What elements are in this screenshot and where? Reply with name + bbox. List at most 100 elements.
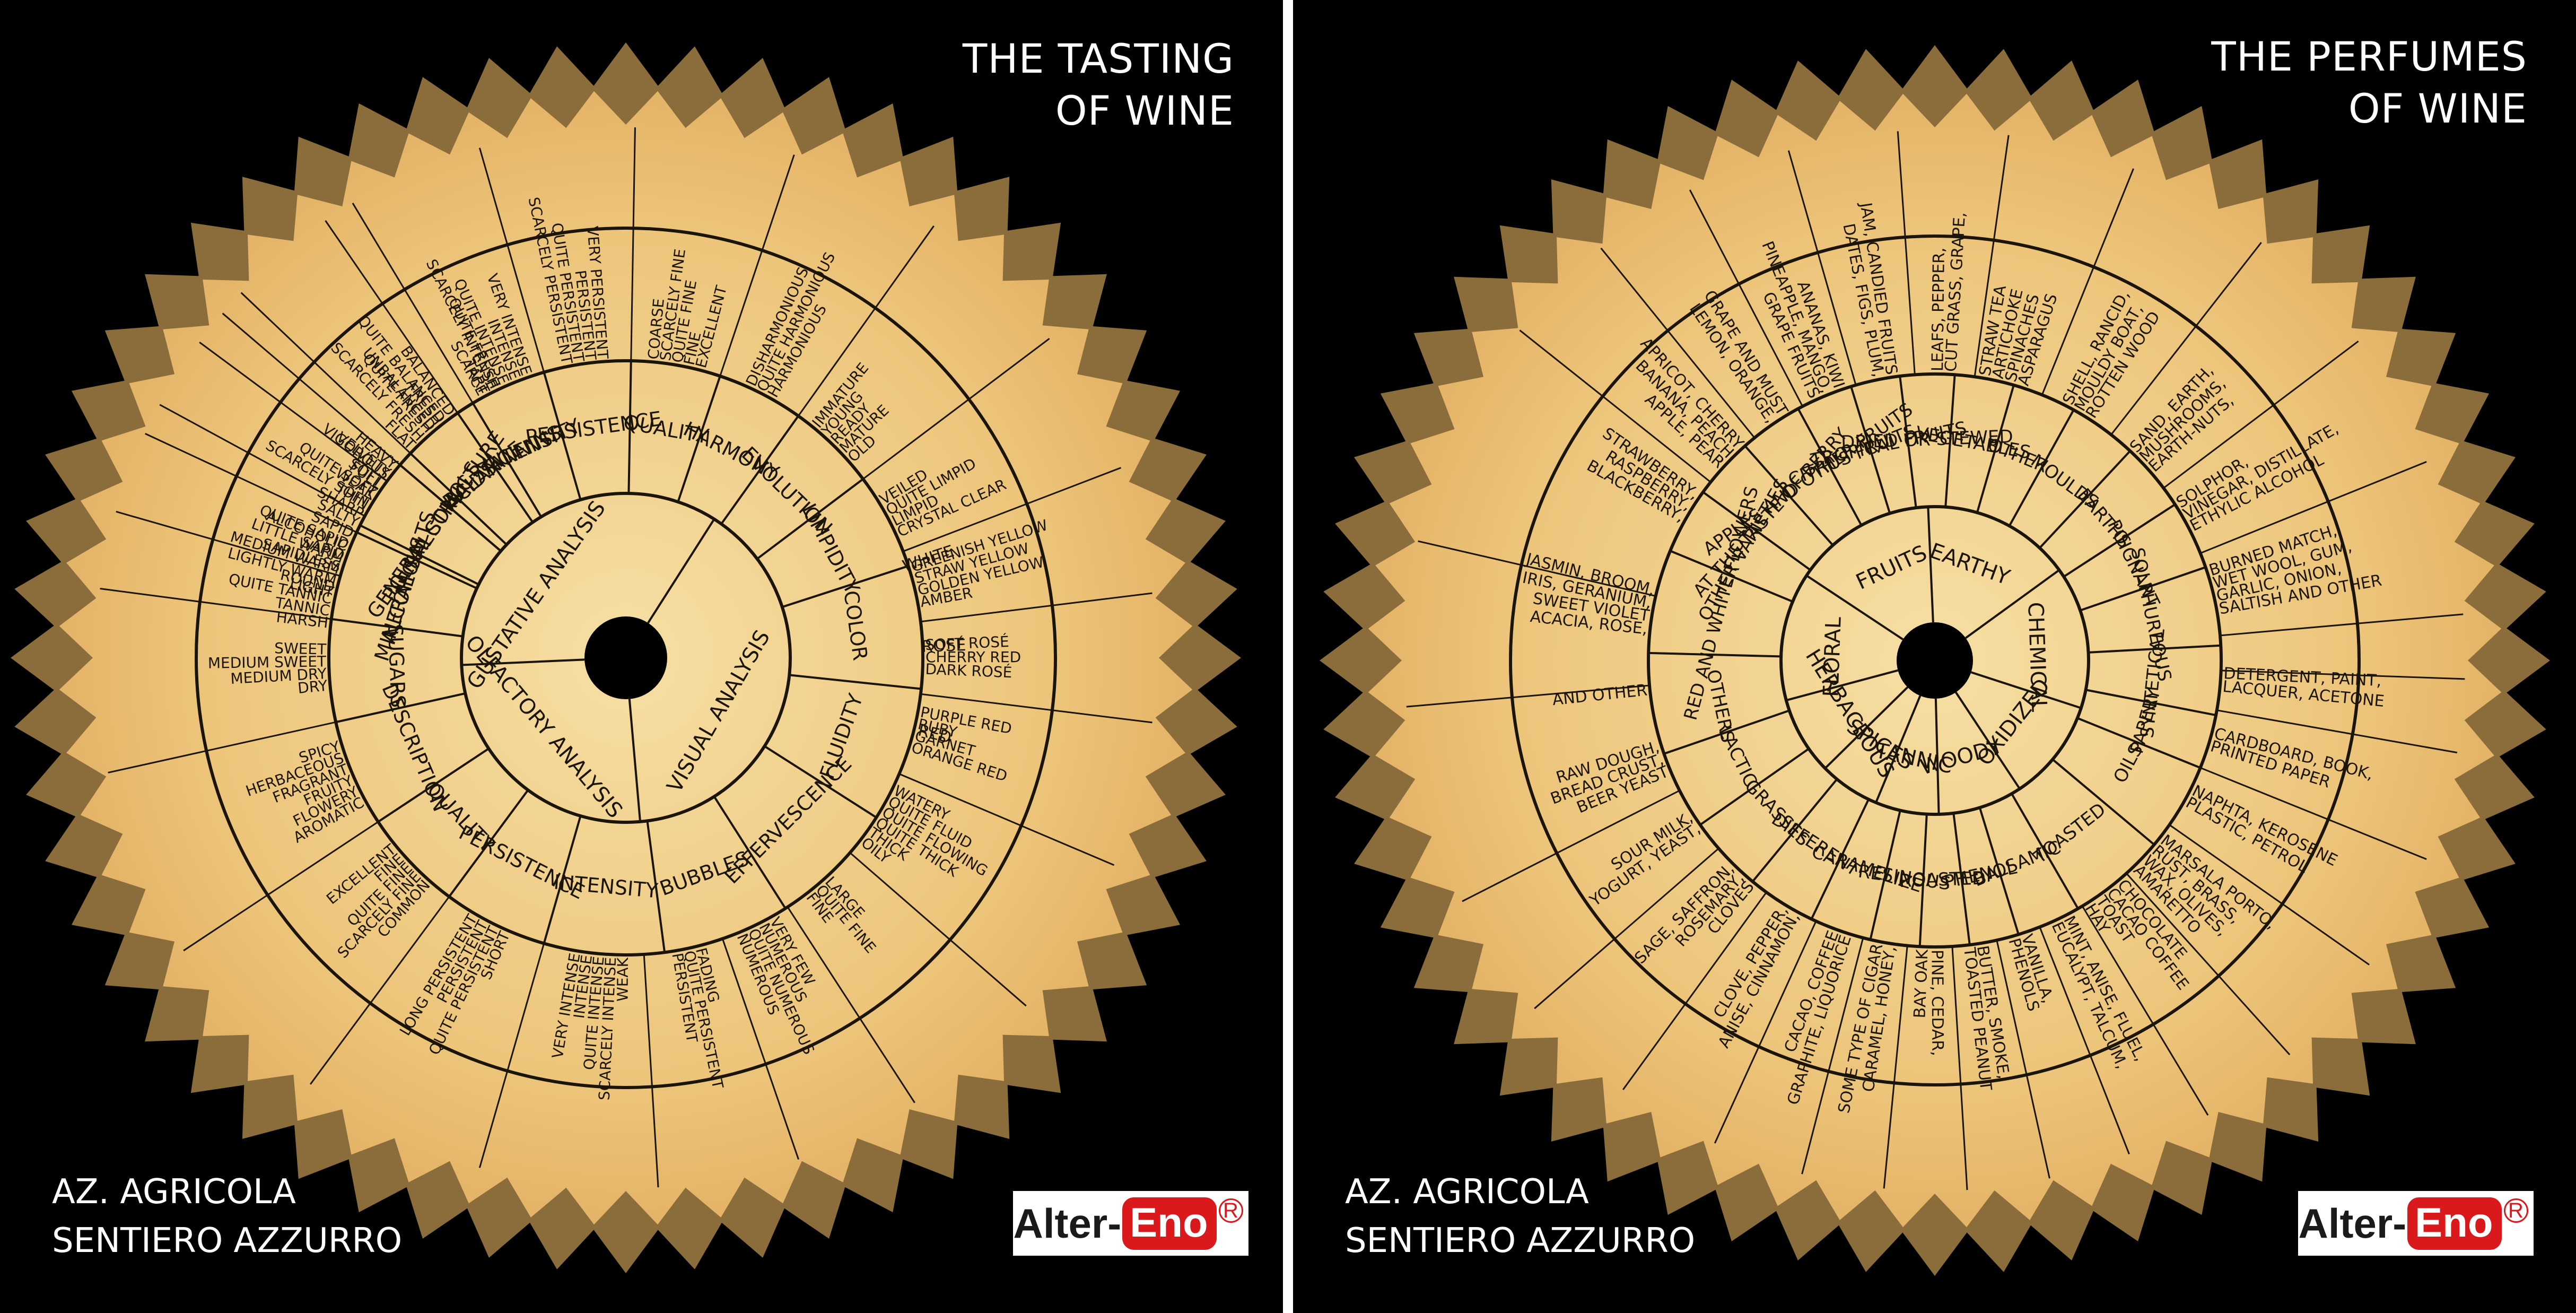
middle-divider: [764, 745, 877, 819]
center-divider: [1934, 698, 1940, 814]
outer-descriptor: SWEET: [274, 639, 327, 658]
outer-divider: [2216, 709, 2458, 754]
outer-divider: [2081, 906, 2209, 1116]
producer-name: AZ. AGRICOLA SENTIERO AZZURRO: [52, 1168, 402, 1265]
middle-divider: [377, 747, 490, 823]
outer-divider: [100, 587, 331, 620]
title-line-2: OF WINE: [2348, 85, 2527, 132]
outer-divider: [1462, 789, 1680, 902]
center-divider: [1786, 669, 1898, 701]
inner-ring: [460, 492, 792, 824]
outer-divider: [1519, 329, 1711, 483]
outer-divider: [920, 693, 1152, 724]
alter-eno-logo: Alter- Eno R: [1013, 1191, 1248, 1256]
middle-divider: [713, 796, 787, 909]
middle-divider: [677, 376, 721, 502]
center-divider: [628, 699, 642, 822]
middle-divider: [1744, 445, 1834, 546]
outer-divider: [1883, 945, 1908, 1189]
outer-descriptor: WEAK: [614, 957, 632, 1002]
outer-divider: [1801, 937, 1864, 1175]
outer-ring: [1509, 234, 2361, 1086]
middle-divider: [789, 674, 922, 690]
outer-divider: [898, 773, 1115, 866]
middle-divider: [471, 402, 543, 518]
middle-divider: [1869, 810, 1901, 940]
middle-divider: [543, 815, 582, 944]
outer-divider: [719, 154, 795, 377]
middle-divider: [359, 524, 479, 586]
middle-divider: [1670, 550, 1793, 603]
outer-divider: [1974, 135, 2010, 377]
middle-divider: [1702, 491, 1811, 571]
outer-descriptor: LEAFS, PEPPER,: [1928, 247, 1949, 371]
outer-divider: [1622, 891, 1767, 1090]
outer-divider: [145, 433, 357, 533]
center-divider: [1806, 575, 1904, 640]
middle-divider: [1944, 375, 1956, 507]
page-title: THE TASTING OF WINE: [963, 33, 1234, 137]
outer-divider: [108, 721, 336, 773]
middle-divider: [448, 789, 529, 898]
center-divider: [647, 518, 715, 624]
middle-divider: [2088, 644, 2221, 654]
middle-divider: [1850, 386, 1891, 514]
middle-divider: [1918, 814, 1928, 947]
page-title: THE PERFUMES OF WINE: [2211, 31, 2527, 135]
title-line-2: OF WINE: [1055, 87, 1234, 134]
middle-divider: [399, 464, 502, 552]
logo-alter-text: Alter-: [1013, 1199, 1122, 1247]
outer-divider: [920, 592, 1152, 623]
outer-divider: [1418, 540, 1656, 597]
center-hole: [584, 616, 667, 699]
outer-descriptor: CHERRY RED: [925, 648, 1021, 666]
perfumes-wheel: FRUITSEARTHYCHEMICALOXIDIZEDWOODYTANNICS…: [1320, 45, 2550, 1276]
outer-divider: [1689, 189, 1803, 407]
producer-name: AZ. AGRICOLA SENTIERO AZZURRO: [1345, 1168, 1695, 1265]
logo-alter-text: Alter-: [2298, 1199, 2407, 1247]
color-subsection-label: ROSÉ: [921, 636, 966, 656]
registered-mark-icon: R: [2503, 1198, 2528, 1223]
middle-divider: [2011, 793, 2079, 909]
footer-line-1: AZ. AGRICOLA: [1345, 1172, 1589, 1212]
title-line-1: THE PERFUMES: [2211, 33, 2527, 80]
middle-divider: [2039, 450, 2131, 549]
middle-divider: [720, 415, 799, 525]
outer-divider: [199, 341, 388, 482]
outer-divider: [2163, 340, 2359, 489]
outer-divider: [159, 404, 365, 517]
center-divider: [1970, 671, 2082, 709]
middle-divider: [1976, 385, 2015, 513]
outer-divider: [2039, 926, 2130, 1154]
middle-divider: [1952, 813, 1971, 945]
title-line-1: THE TASTING: [962, 35, 1234, 82]
middle-divider: [646, 821, 666, 953]
middle-divider: [1899, 376, 1917, 508]
outer-divider: [1714, 920, 1817, 1144]
perfumes-panel: FRUITS EARTHY CHEMICAL OXIDIZED WOODY TANNIC S…: [1293, 0, 2576, 1313]
middle-divider: [2008, 409, 2075, 527]
middle-divider: [1751, 778, 1838, 882]
outer-descriptor: BAY OAK: [1910, 948, 1932, 1019]
middle-divider: [627, 361, 632, 494]
outer-divider: [2126, 873, 2291, 1056]
outer-divider: [1600, 247, 1756, 439]
outer-divider: [309, 896, 450, 1085]
center-section-label: FLORAL: [1819, 616, 1846, 697]
middle-divider: [1699, 747, 1810, 826]
outer-descriptor: PINE, CEDAR,: [1927, 950, 1946, 1056]
outer-divider: [2110, 242, 2262, 436]
center-divider: [461, 658, 585, 666]
middle-divider: [335, 692, 466, 724]
outer-divider: [183, 821, 379, 952]
middle-divider: [2077, 717, 2201, 769]
outer-descriptor: MEDIUM SWEET: [208, 653, 327, 672]
middle-divider: [457, 412, 534, 523]
middle-divider: [2063, 503, 2176, 578]
outer-divider: [1996, 940, 2050, 1179]
outer-divider: [849, 852, 1027, 1007]
outer-divider: [325, 220, 459, 414]
outer-divider: [2220, 613, 2464, 637]
outer-divider: [721, 938, 799, 1160]
